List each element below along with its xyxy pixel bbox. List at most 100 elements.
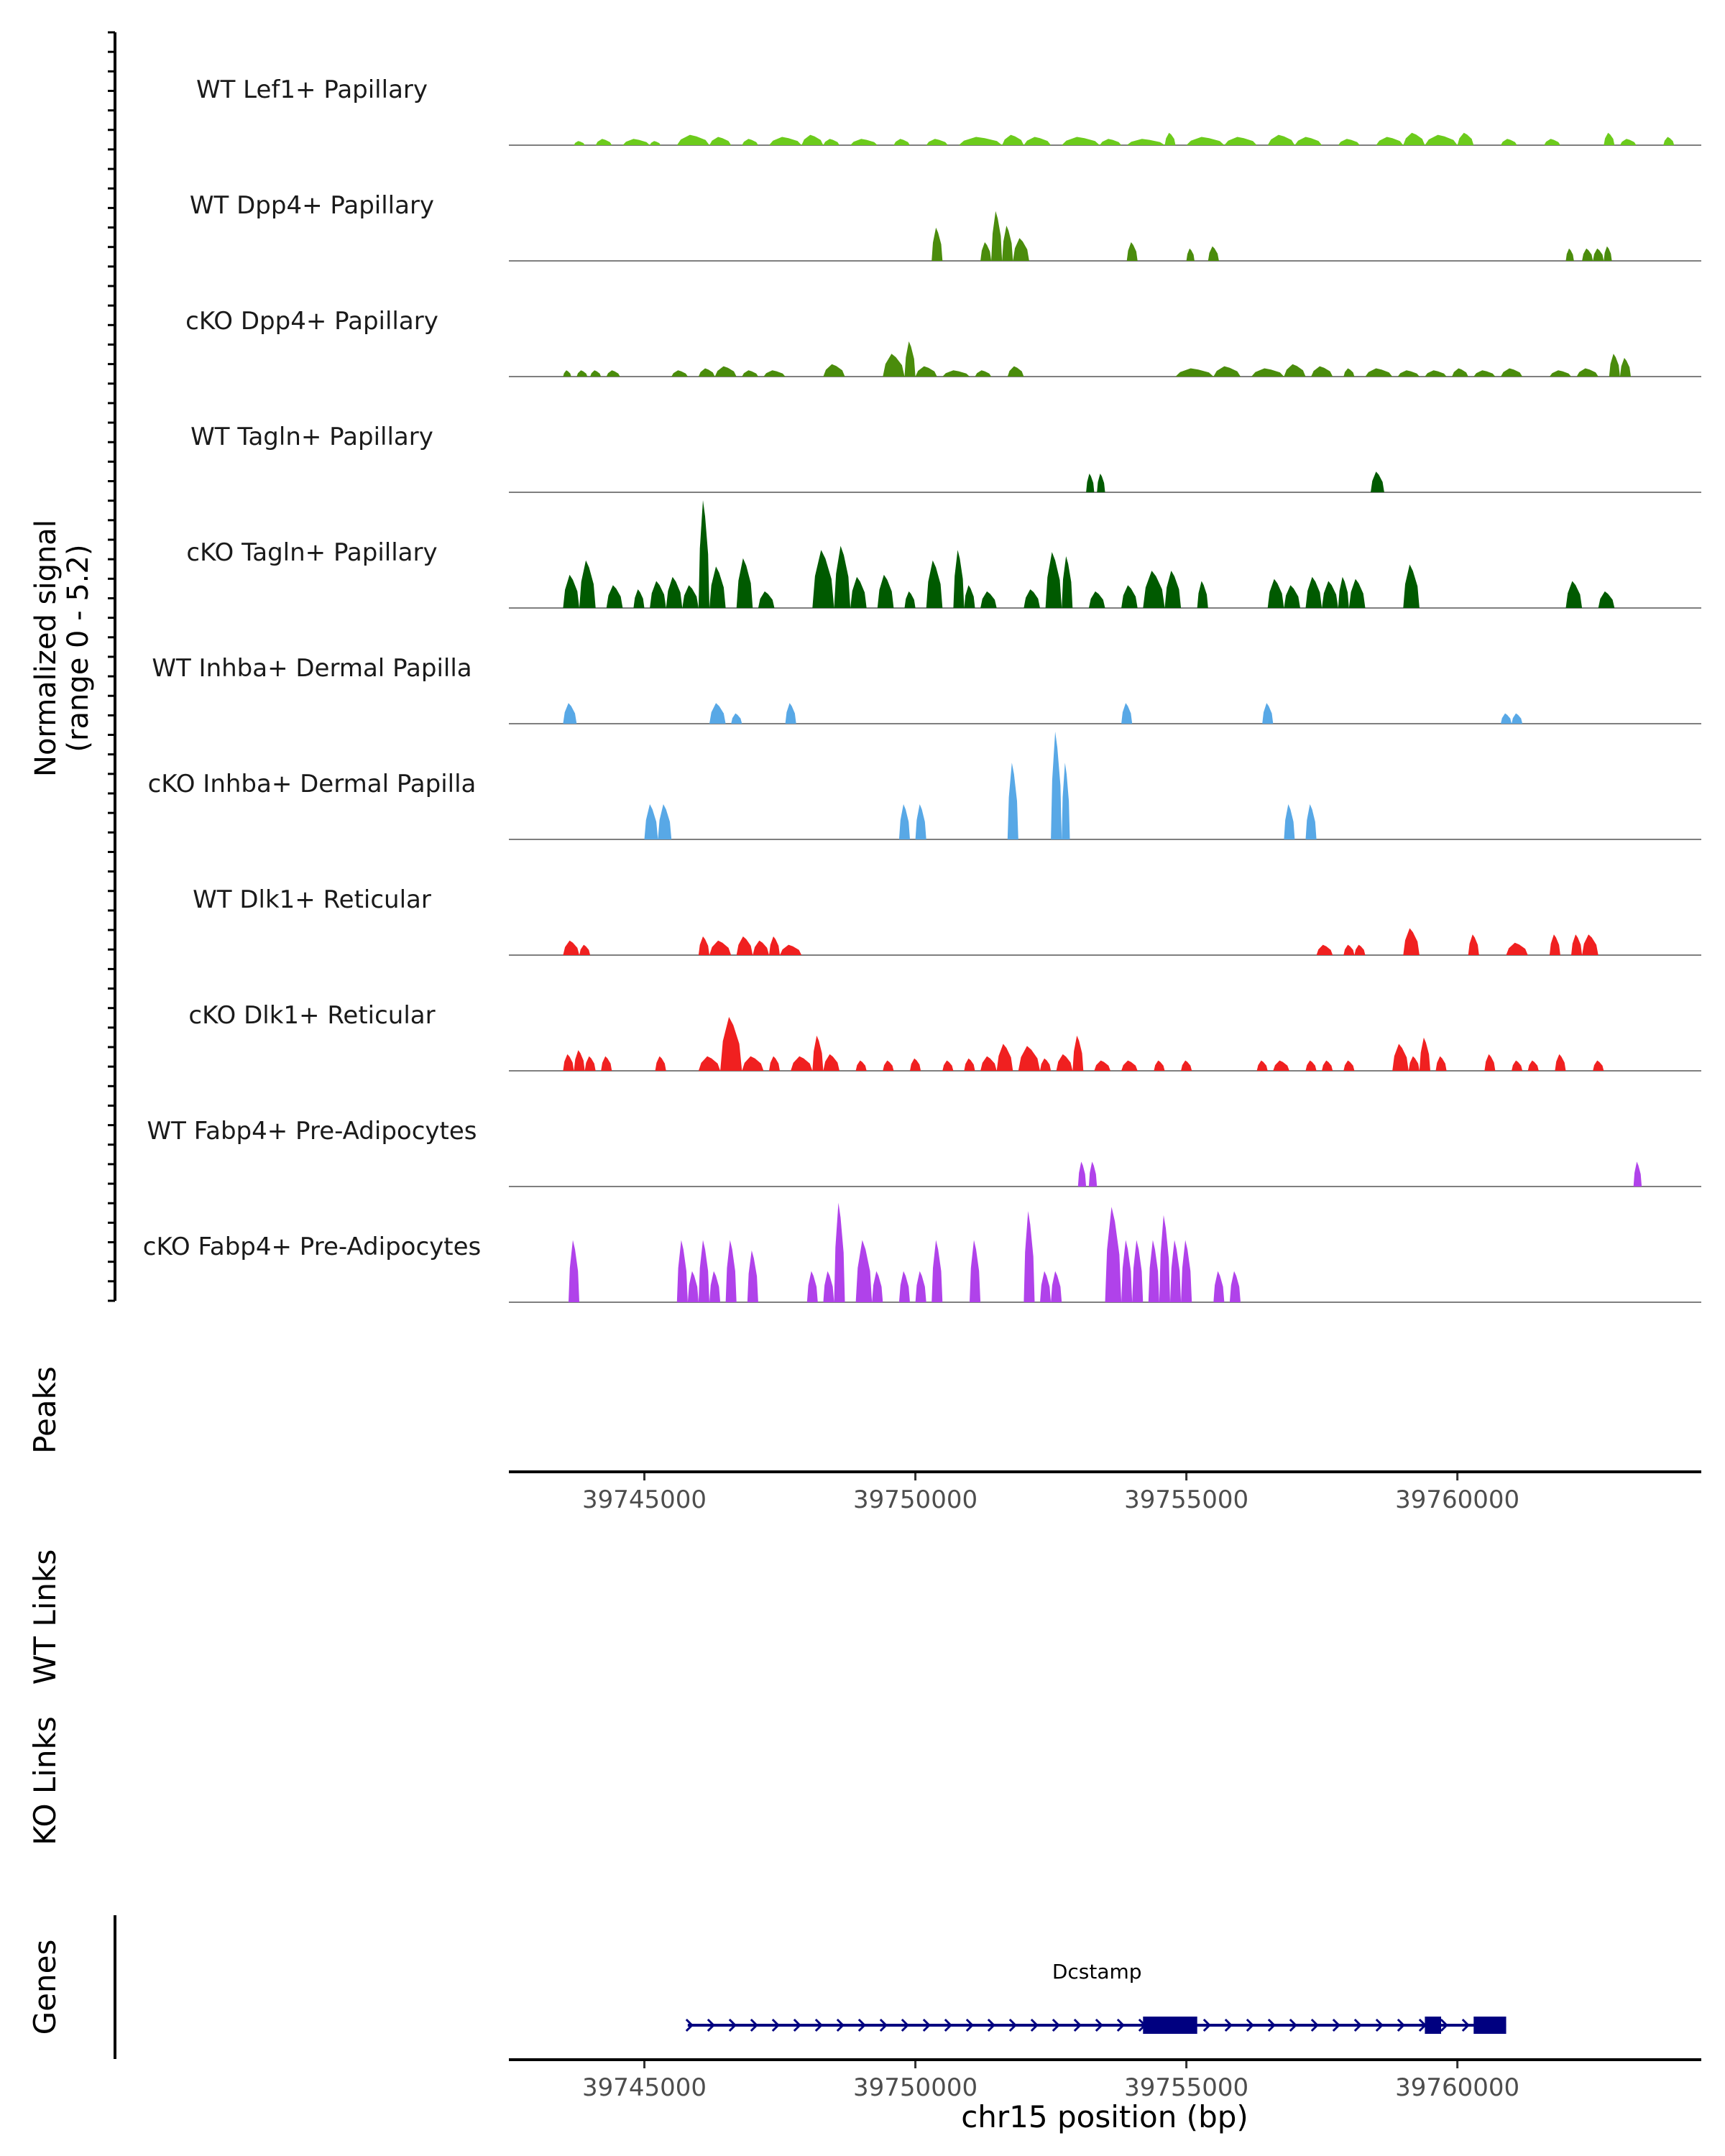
signal-peak	[898, 1271, 910, 1302]
signal-peak	[1544, 139, 1560, 145]
signal-peak	[576, 370, 588, 377]
signal-peak	[1593, 1060, 1604, 1071]
signal-peak	[682, 585, 699, 608]
signal-peak	[1663, 137, 1675, 145]
signal-peak	[1024, 137, 1052, 145]
signal-peak	[1619, 358, 1631, 377]
strand-arrow	[922, 2018, 931, 2032]
signal-peak	[1186, 137, 1225, 145]
signal-peak	[1549, 934, 1560, 955]
signal-peak	[942, 370, 970, 377]
signal-peak	[898, 804, 910, 839]
signal-peak	[1154, 1060, 1165, 1071]
signal-peak	[1051, 1271, 1062, 1302]
signal-peak	[1419, 1037, 1430, 1071]
signal-peak	[780, 944, 802, 955]
signal-peak	[823, 1054, 840, 1071]
signal-peak	[915, 366, 937, 377]
signal-peak	[1338, 139, 1360, 145]
signal-peak	[1311, 366, 1333, 377]
signal-peak	[1582, 934, 1598, 955]
signal-peak	[964, 1058, 975, 1071]
strand-arrow	[1310, 2018, 1319, 2032]
signal-peak	[877, 574, 894, 608]
signal-peak	[1571, 934, 1583, 955]
signal-peak	[1305, 1060, 1317, 1071]
strand-arrow	[987, 2018, 995, 2032]
strand-arrow	[793, 2018, 801, 2032]
track-label: cKO Dlk1+ Reticular	[188, 1001, 435, 1030]
signal-peak	[736, 558, 753, 608]
strand-arrow	[1289, 2018, 1297, 2032]
signal-peak	[574, 1050, 585, 1071]
signal-peak	[1501, 713, 1512, 724]
signal-peak	[1457, 132, 1474, 145]
signal-peak	[823, 364, 845, 377]
signal-peak	[1121, 585, 1138, 608]
signal-peak	[1213, 366, 1241, 377]
track-label: WT Tagln+ Papillary	[190, 423, 433, 451]
strand-arrow	[1353, 2018, 1362, 2032]
exon-block	[1143, 2017, 1197, 2034]
signal-peak	[801, 134, 824, 145]
x-tick-label: 39755000	[1124, 2073, 1248, 2102]
track-label: cKO Fabp4+ Pre-Adipocytes	[143, 1233, 482, 1261]
signal-peak	[644, 804, 658, 839]
signal-peak	[1565, 581, 1583, 608]
signal-peak	[791, 1056, 813, 1071]
signal-peak	[1468, 934, 1479, 955]
signal-peak	[1322, 581, 1338, 608]
signal-peak	[1040, 1058, 1052, 1071]
signal-peak	[915, 804, 926, 839]
signal-peak	[709, 137, 732, 145]
signal-peak	[1354, 944, 1366, 955]
signal-peak	[736, 936, 753, 955]
signal-peak	[569, 1240, 579, 1302]
signal-peak	[687, 1271, 699, 1302]
signal-peak	[563, 1054, 574, 1071]
strand-arrow	[814, 2018, 823, 2032]
signal-peak	[1403, 928, 1420, 955]
strand-arrow	[901, 2018, 909, 2032]
signal-peak	[1051, 732, 1062, 839]
signal-peak	[709, 940, 732, 955]
track-label: cKO Dpp4+ Papillary	[185, 307, 438, 336]
signal-peak	[1018, 1046, 1040, 1071]
signal-peak	[850, 139, 878, 145]
signal-peak	[970, 1240, 981, 1302]
signal-peak	[834, 545, 851, 608]
track-label: cKO Inhba+ Dermal Papilla	[148, 770, 477, 798]
signal-peak	[1284, 364, 1306, 377]
signal-peak	[622, 139, 650, 145]
signal-peak	[655, 1056, 666, 1071]
strand-arrow	[685, 2018, 694, 2032]
signal-peak	[1582, 248, 1593, 261]
x-tick-label: 39755000	[1124, 1485, 1248, 1514]
signal-peak	[563, 940, 579, 955]
signal-peak	[698, 1240, 709, 1302]
signal-peak	[563, 370, 571, 377]
signal-peak	[1002, 134, 1024, 145]
signal-peak	[1143, 571, 1165, 608]
signal-peak	[932, 227, 943, 261]
signal-peak	[1425, 370, 1447, 377]
signal-peak	[1403, 132, 1425, 145]
signal-peak	[747, 1250, 758, 1302]
signal-peak	[731, 713, 742, 724]
track-label: WT Fabp4+ Pre-Adipocytes	[147, 1117, 477, 1146]
strand-arrow	[1030, 2018, 1039, 2032]
signal-peak	[579, 944, 591, 955]
signal-peak	[1484, 1054, 1496, 1071]
signal-peak	[698, 368, 715, 377]
signal-peak	[671, 370, 688, 377]
signal-peak	[742, 139, 758, 145]
signal-peak	[926, 139, 948, 145]
signal-peak	[1604, 132, 1615, 145]
signal-peak	[834, 1202, 845, 1302]
signal-peak	[1501, 368, 1523, 377]
x-tick-label: 39745000	[582, 1485, 707, 1514]
signal-peak	[855, 1240, 873, 1302]
signal-peak	[1576, 368, 1598, 377]
signal-peak	[676, 1240, 688, 1302]
